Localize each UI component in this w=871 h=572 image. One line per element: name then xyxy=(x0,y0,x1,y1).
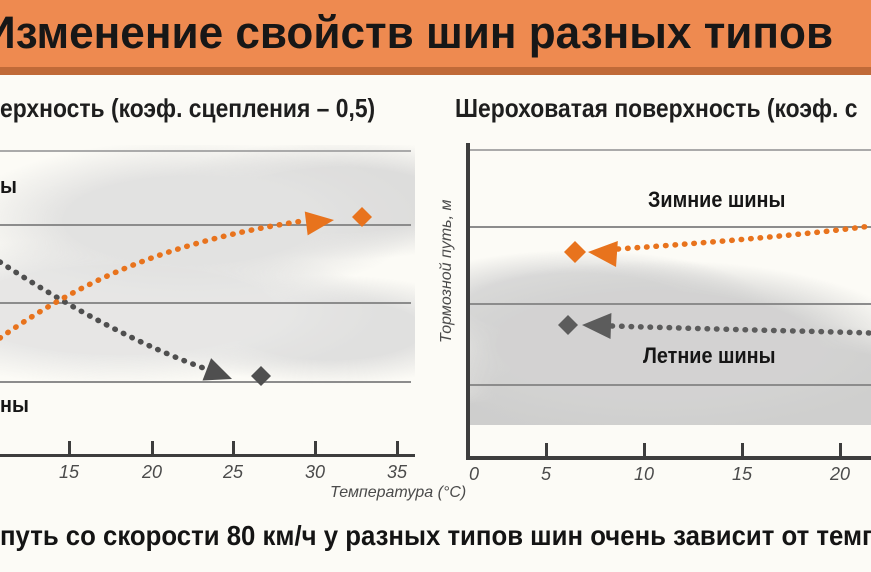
x-tick-label: 20 xyxy=(141,462,163,482)
x-tick-label: 0 xyxy=(468,464,480,484)
left-chart-series-lines xyxy=(0,207,372,386)
x-tick-label: 20 xyxy=(829,464,851,484)
summer-series-line xyxy=(609,323,871,336)
x-axis xyxy=(0,454,415,457)
x-tick xyxy=(232,441,235,454)
winter-diamond-marker xyxy=(564,241,586,263)
x-tick-label: 30 xyxy=(304,462,326,482)
gridline xyxy=(468,384,871,386)
page-title: Изменение свойств шин разных типов xyxy=(0,7,834,58)
summer-arrow-icon xyxy=(202,358,232,381)
winter-series-line xyxy=(615,223,871,252)
y-axis-title: Тормозной путь, м xyxy=(438,199,455,343)
x-tick xyxy=(741,443,744,456)
x-tick xyxy=(643,443,646,456)
right-chart-header: Шероховатая поверхность (коэф. с xyxy=(455,93,858,123)
x-axis xyxy=(466,456,871,460)
summer-arrow-icon xyxy=(582,313,612,340)
x-tick-label: 35 xyxy=(386,462,408,482)
gridline xyxy=(0,224,411,226)
gridline xyxy=(468,226,871,228)
gridline xyxy=(0,150,411,152)
winter-series-line xyxy=(0,218,306,341)
winter-diamond-marker xyxy=(352,207,372,227)
title-banner: Изменение свойств шин разных типов xyxy=(0,0,871,75)
right-chart-series-lines xyxy=(558,223,871,340)
gridline xyxy=(468,303,871,305)
x-tick xyxy=(396,441,399,454)
gridline xyxy=(0,302,411,304)
x-tick xyxy=(314,441,317,454)
x-tick-label: 15 xyxy=(58,462,80,482)
left-chart: ы ны 15 20 25 30 35 Температура (°C) xyxy=(0,140,466,501)
x-tick xyxy=(545,443,548,456)
summer-diamond-marker xyxy=(558,315,578,335)
x-tick xyxy=(151,441,154,454)
right-chart: Зимние шины Летние шины Тормозной путь, … xyxy=(438,135,871,484)
winter-tires-label: Зимние шины xyxy=(648,187,786,212)
x-tick-label: 10 xyxy=(633,464,655,484)
x-tick-label: 5 xyxy=(540,464,552,484)
y-axis xyxy=(466,143,470,460)
summer-tires-label: Летние шины xyxy=(643,343,776,368)
winter-arrow-icon xyxy=(588,241,618,267)
x-tick-label: 15 xyxy=(731,464,753,484)
winter-arrow-icon xyxy=(304,211,334,236)
summer-diamond-marker xyxy=(251,366,271,386)
left-chart-header: ерхность (коэф. сцепления – 0,5) xyxy=(0,93,376,123)
left-chart-bottom-series-label: ны xyxy=(0,392,29,417)
x-tick xyxy=(68,441,71,454)
figure-caption: путь со скорости 80 км/ч у разных типов … xyxy=(0,520,871,551)
x-tick xyxy=(839,443,842,456)
gridline xyxy=(0,381,411,383)
gridline xyxy=(468,149,871,151)
x-axis-title: Температура (°C) xyxy=(330,484,467,501)
x-tick-label: 25 xyxy=(222,462,244,482)
summer-series-line xyxy=(0,259,215,374)
left-chart-top-series-label: ы xyxy=(0,173,17,198)
